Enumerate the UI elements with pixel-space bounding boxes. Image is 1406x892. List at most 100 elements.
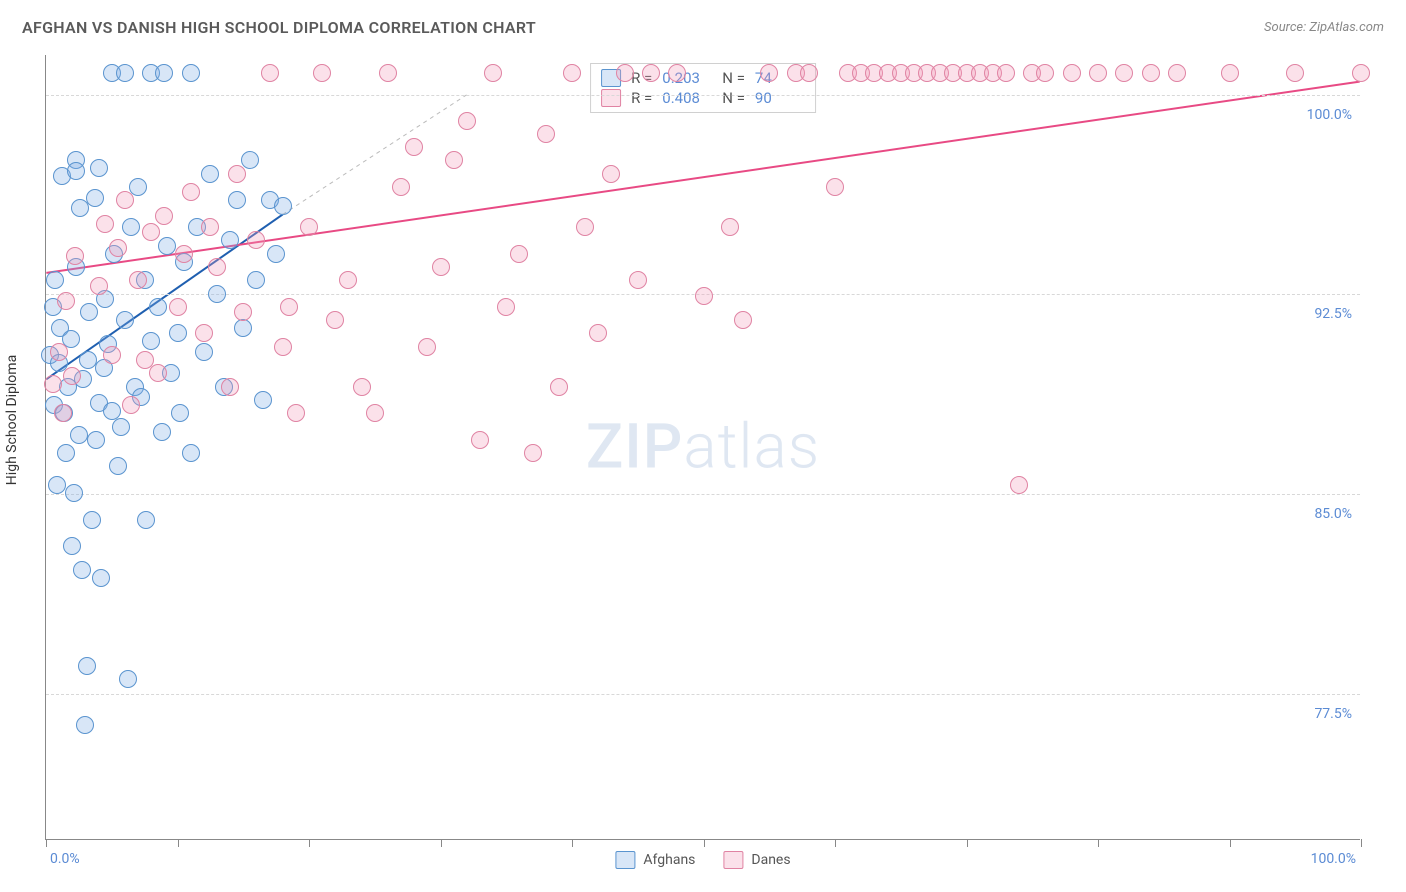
scatter-point bbox=[137, 511, 155, 529]
x-tick bbox=[178, 839, 179, 847]
scatter-point bbox=[116, 191, 134, 209]
scatter-point bbox=[208, 285, 226, 303]
scatter-point bbox=[267, 245, 285, 263]
x-tick bbox=[704, 839, 705, 847]
scatter-point bbox=[96, 215, 114, 233]
x-tick bbox=[835, 839, 836, 847]
scatter-point bbox=[83, 511, 101, 529]
scatter-point bbox=[57, 444, 75, 462]
scatter-point bbox=[122, 218, 140, 236]
legend-swatch-danes bbox=[601, 89, 621, 107]
scatter-point bbox=[247, 231, 265, 249]
scatter-point bbox=[497, 298, 515, 316]
y-tick-label: 85.0% bbox=[1314, 506, 1352, 522]
scatter-point bbox=[313, 64, 331, 82]
scatter-point bbox=[182, 183, 200, 201]
scatter-point bbox=[221, 231, 239, 249]
scatter-point bbox=[1352, 64, 1370, 82]
scatter-point bbox=[563, 64, 581, 82]
scatter-point bbox=[67, 162, 85, 180]
scatter-point bbox=[418, 338, 436, 356]
scatter-point bbox=[129, 178, 147, 196]
scatter-point bbox=[169, 324, 187, 342]
scatter-point bbox=[158, 237, 176, 255]
scatter-point bbox=[234, 319, 252, 337]
scatter-point bbox=[616, 64, 634, 82]
scatter-point bbox=[175, 245, 193, 263]
n-label: N = bbox=[722, 69, 745, 87]
scatter-point bbox=[760, 64, 778, 82]
scatter-point bbox=[50, 343, 68, 361]
scatter-point bbox=[1286, 64, 1304, 82]
x-tick bbox=[46, 839, 47, 847]
scatter-point bbox=[182, 64, 200, 82]
scatter-point bbox=[379, 64, 397, 82]
scatter-point bbox=[142, 223, 160, 241]
scatter-point bbox=[228, 191, 246, 209]
scatter-point bbox=[668, 64, 686, 82]
scatter-point bbox=[86, 189, 104, 207]
scatter-point bbox=[90, 159, 108, 177]
x-tick bbox=[441, 839, 442, 847]
scatter-point bbox=[274, 338, 292, 356]
x-axis-max-label: 100.0% bbox=[1311, 851, 1356, 867]
scatter-point bbox=[576, 218, 594, 236]
scatter-point bbox=[484, 64, 502, 82]
scatter-point bbox=[695, 287, 713, 305]
scatter-point bbox=[76, 716, 94, 734]
scatter-point bbox=[800, 64, 818, 82]
scatter-point bbox=[182, 444, 200, 462]
watermark-zip: ZIP bbox=[586, 411, 684, 484]
scatter-point bbox=[129, 271, 147, 289]
series-name-danes: Danes bbox=[751, 852, 790, 868]
scatter-point bbox=[353, 378, 371, 396]
scatter-point bbox=[1010, 476, 1028, 494]
scatter-point bbox=[280, 298, 298, 316]
scatter-point bbox=[195, 324, 213, 342]
scatter-point bbox=[392, 178, 410, 196]
scatter-point bbox=[153, 423, 171, 441]
series-name-afghans: Afghans bbox=[643, 852, 695, 868]
scatter-point bbox=[537, 125, 555, 143]
scatter-point bbox=[524, 444, 542, 462]
scatter-point bbox=[721, 218, 739, 236]
scatter-point bbox=[44, 375, 62, 393]
scatter-point bbox=[589, 324, 607, 342]
scatter-point bbox=[109, 457, 127, 475]
scatter-point bbox=[274, 197, 292, 215]
gridline bbox=[46, 694, 1360, 695]
scatter-point bbox=[550, 378, 568, 396]
r-label: R = bbox=[631, 89, 652, 107]
gridline bbox=[46, 494, 1360, 495]
scatter-point bbox=[57, 292, 75, 310]
scatter-point bbox=[629, 271, 647, 289]
y-tick-label: 92.5% bbox=[1314, 306, 1352, 322]
scatter-point bbox=[90, 277, 108, 295]
x-tick bbox=[1361, 839, 1362, 847]
scatter-point bbox=[155, 207, 173, 225]
scatter-point bbox=[1036, 64, 1054, 82]
scatter-point bbox=[300, 218, 318, 236]
scatter-point bbox=[66, 247, 84, 265]
legend-item-afghans: Afghans bbox=[615, 851, 695, 869]
n-label: N = bbox=[722, 89, 745, 107]
scatter-point bbox=[54, 404, 72, 422]
n-value-danes: 90 bbox=[755, 89, 805, 107]
x-tick bbox=[309, 839, 310, 847]
scatter-point bbox=[1168, 64, 1186, 82]
scatter-point bbox=[471, 431, 489, 449]
scatter-point bbox=[149, 364, 167, 382]
scatter-point bbox=[63, 537, 81, 555]
scatter-point bbox=[339, 271, 357, 289]
legend-item-danes: Danes bbox=[723, 851, 790, 869]
chart-title: AFGHAN VS DANISH HIGH SCHOOL DIPLOMA COR… bbox=[22, 18, 536, 37]
y-tick-label: 100.0% bbox=[1307, 107, 1352, 123]
scatter-point bbox=[201, 165, 219, 183]
scatter-point bbox=[221, 378, 239, 396]
scatter-point bbox=[48, 476, 66, 494]
scatter-point bbox=[73, 561, 91, 579]
scatter-point bbox=[201, 218, 219, 236]
scatter-point bbox=[254, 391, 272, 409]
scatter-point bbox=[366, 404, 384, 422]
scatter-point bbox=[1221, 64, 1239, 82]
